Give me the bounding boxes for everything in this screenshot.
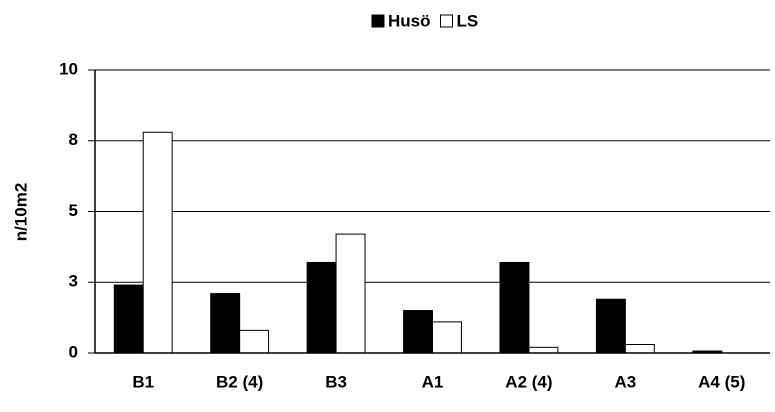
legend-label: LS — [457, 11, 479, 30]
bar — [499, 261, 530, 354]
bar — [624, 344, 655, 354]
bar — [595, 298, 626, 354]
bar — [113, 284, 144, 354]
x-tick-label: A4 (5) — [698, 372, 745, 391]
y-tick-label: 10 — [59, 59, 78, 78]
y-tick-label: 5 — [69, 201, 78, 220]
y-tick-label: 8 — [69, 130, 78, 149]
bar — [142, 131, 173, 354]
legend-swatch — [371, 14, 385, 28]
x-tick-label: A1 — [422, 372, 444, 391]
y-tick-label: 3 — [69, 272, 78, 291]
y-axis-label: n/10m2 — [11, 183, 30, 242]
bar — [335, 233, 366, 354]
x-tick-label: A2 (4) — [505, 372, 552, 391]
x-tick-label: B1 — [132, 372, 154, 391]
x-tick-label: B3 — [325, 372, 347, 391]
bar — [306, 261, 337, 354]
bar — [432, 321, 462, 354]
x-tick-label: A3 — [614, 372, 636, 391]
bar — [210, 293, 241, 354]
bar — [403, 310, 434, 354]
bar — [528, 346, 559, 354]
legend-swatch — [440, 14, 453, 28]
bar — [239, 329, 270, 354]
x-tick-label: B2 (4) — [216, 372, 263, 391]
y-tick-label: 0 — [69, 342, 78, 361]
legend-label: Husö — [388, 11, 431, 30]
